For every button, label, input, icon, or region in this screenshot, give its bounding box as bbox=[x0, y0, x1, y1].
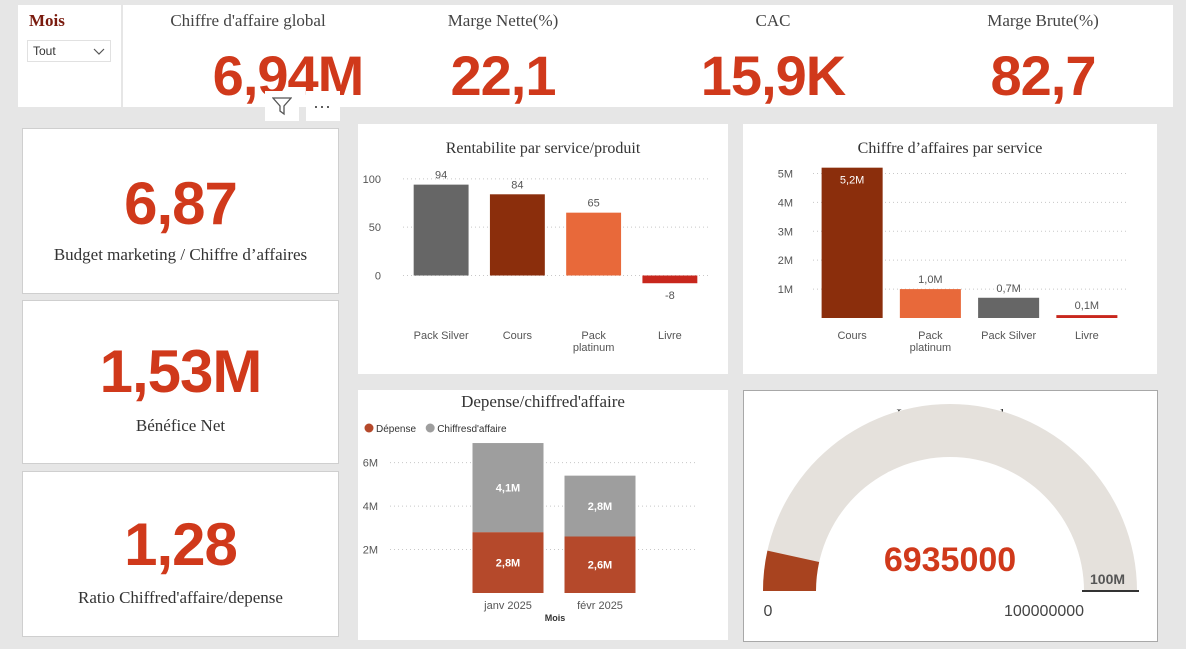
more-options-icon: ··· bbox=[313, 96, 331, 116]
kpi-value: 82,7 bbox=[990, 44, 1097, 107]
bar-1 bbox=[489, 194, 545, 276]
chevron-down-icon bbox=[93, 48, 105, 55]
data-label: 65 bbox=[588, 198, 600, 210]
chart-ca-service: Chiffre d’affaires par service 1M 2M 3M 4M 5… bbox=[743, 124, 1157, 374]
data-label: 4,1M bbox=[496, 483, 520, 495]
kpi-strip: Chiffre d'affaire global 6,94M Marge Net… bbox=[123, 5, 1173, 107]
card-benefice-net: 1,53M Bénéfice Net bbox=[22, 300, 339, 464]
stack-segment bbox=[472, 532, 544, 593]
data-label: 94 bbox=[435, 170, 447, 182]
stack-segment bbox=[472, 443, 544, 533]
data-label: 1,0M bbox=[918, 274, 942, 286]
objectif-gauge: 6935000 0 100000000 100M bbox=[763, 404, 1139, 620]
x-axis-title: Mois bbox=[545, 613, 566, 623]
legend-label: Dépense bbox=[376, 424, 416, 435]
filter-icon bbox=[272, 97, 292, 116]
y-tick-label: 4M bbox=[363, 501, 378, 513]
y-tick-label: 4M bbox=[778, 197, 793, 209]
filter-button[interactable] bbox=[265, 91, 299, 121]
kpi-value: 22,1 bbox=[450, 44, 557, 107]
y-tick-label: 5M bbox=[778, 168, 793, 180]
month-dropdown-value: Tout bbox=[33, 44, 56, 58]
slicer-title: Mois bbox=[29, 11, 65, 30]
data-label: -8 bbox=[665, 290, 675, 302]
x-tick-label: Pack Silver bbox=[981, 330, 1036, 342]
bar-0 bbox=[413, 184, 469, 276]
x-tick-label: Cours bbox=[503, 330, 533, 342]
month-dropdown[interactable]: Tout bbox=[27, 40, 111, 62]
card-value: 1,53M bbox=[99, 338, 263, 405]
kpi-title: CAC bbox=[755, 11, 791, 30]
gauge-value: 6935000 bbox=[884, 541, 1016, 579]
month-slicer: Mois Tout bbox=[18, 5, 121, 107]
card-budget-marketing: 6,87 Budget marketing / Chiffre d’affair… bbox=[22, 128, 339, 294]
chart-rentabilite: Rentabilite par service/produit 0 50 100 94… bbox=[358, 124, 728, 374]
card-value: 1,28 bbox=[124, 511, 238, 578]
chart-title: Chiffre d’affaires par service bbox=[857, 140, 1043, 157]
y-tick-label: 2M bbox=[363, 545, 378, 557]
bar-0 bbox=[821, 167, 883, 318]
data-label: 84 bbox=[511, 179, 523, 191]
card-label: Bénéfice Net bbox=[135, 416, 226, 435]
card-label: Budget marketing / Chiffre d’affaires bbox=[53, 245, 308, 264]
gauge-fill bbox=[763, 550, 820, 591]
depense-ca-stacked-chart: Dépense Chiffresd'affaire 2M 4M 6M 2,8M 4,1M ja… bbox=[363, 423, 698, 623]
y-tick-label: 3M bbox=[778, 226, 793, 238]
x-tick-label: janv 2025 bbox=[483, 600, 532, 612]
kpi-cac: CAC 15,9K bbox=[633, 5, 913, 107]
y-tick-label: 6M bbox=[363, 458, 378, 470]
x-tick-label: Cours bbox=[837, 330, 867, 342]
kpi-title: Marge Brute(%) bbox=[987, 11, 1099, 30]
y-tick-label: 50 bbox=[369, 222, 381, 234]
gauge-target-label: 100M bbox=[1090, 571, 1125, 587]
card-label: Ratio Chiffred'affaire/depense bbox=[78, 588, 283, 607]
bar-2 bbox=[978, 297, 1040, 318]
kpi-marge-brute: Marge Brute(%) 82,7 bbox=[913, 5, 1173, 107]
gauge-max-label: 100000000 bbox=[1004, 603, 1084, 620]
bar-3 bbox=[642, 275, 698, 284]
chart-depense-ca: Depense/chiffred'affaire Dépense Chiffres… bbox=[358, 390, 728, 640]
data-label: 0,1M bbox=[1075, 300, 1099, 312]
x-tick-label: févr 2025 bbox=[577, 600, 623, 612]
x-tick-label: Pack bbox=[918, 330, 943, 342]
kpi-title: Chiffre d'affaire global bbox=[170, 11, 326, 30]
y-tick-label: 1M bbox=[778, 284, 793, 296]
x-tick-label: Pack Silver bbox=[414, 330, 469, 342]
legend-label: Chiffresd'affaire bbox=[437, 424, 507, 435]
legend-marker bbox=[425, 423, 435, 433]
legend-marker bbox=[364, 423, 374, 433]
x-tick-label: platinum bbox=[573, 342, 615, 354]
bar-3 bbox=[1056, 315, 1118, 318]
kpi-value: 15,9K bbox=[700, 44, 846, 107]
gauge-min-label: 0 bbox=[764, 603, 773, 620]
data-label: 2,8M bbox=[496, 558, 520, 570]
data-label: 2,8M bbox=[588, 501, 612, 513]
kpi-title: Marge Nette(%) bbox=[447, 11, 559, 30]
bar-2 bbox=[566, 212, 622, 276]
more-options-button[interactable]: ··· bbox=[306, 91, 340, 121]
data-label: 2,6M bbox=[588, 560, 612, 572]
kpi-marge-nette: Marge Nette(%) 22,1 bbox=[373, 5, 633, 107]
x-tick-label: Livre bbox=[658, 330, 682, 342]
gauge-track bbox=[763, 404, 1137, 591]
x-tick-label: Livre bbox=[1075, 330, 1099, 342]
x-tick-label: platinum bbox=[910, 342, 952, 354]
y-tick-label: 100 bbox=[363, 174, 381, 186]
y-tick-label: 2M bbox=[778, 255, 793, 267]
y-tick-label: 0 bbox=[375, 271, 381, 283]
card-ratio: 1,28 Ratio Chiffred'affaire/depense bbox=[22, 471, 339, 637]
card-value: 6,87 bbox=[124, 170, 238, 237]
chart-title: Depense/chiffred'affaire bbox=[461, 392, 625, 411]
data-label: 0,7M bbox=[996, 283, 1020, 295]
bar-1 bbox=[899, 289, 961, 318]
rentabilite-bar-chart: 0 50 100 94 Pack Silver 84 Cours 65 Packplatinum… bbox=[363, 170, 708, 354]
stack-segment bbox=[564, 475, 636, 537]
chart-title: Rentabilite par service/produit bbox=[445, 140, 641, 157]
stack-segment bbox=[564, 536, 636, 593]
x-tick-label: Pack bbox=[581, 330, 606, 342]
data-label: 5,2M bbox=[840, 175, 864, 187]
